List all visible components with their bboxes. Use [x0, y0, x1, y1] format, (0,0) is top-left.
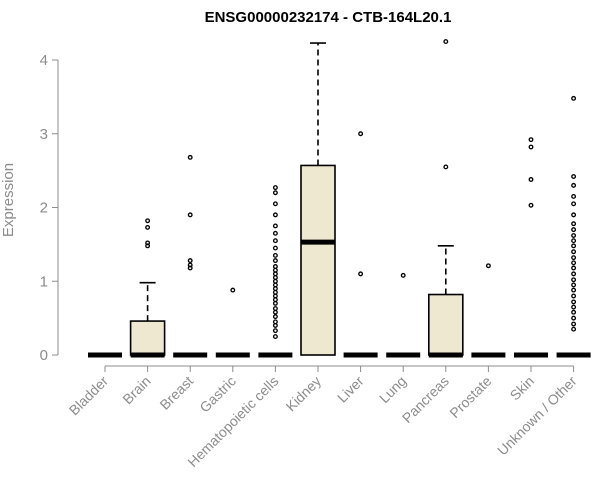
- box-body: [300, 164, 336, 356]
- outlier-point: [571, 277, 577, 283]
- outlier-point: [571, 260, 577, 266]
- y-tick-label: 2: [40, 200, 48, 217]
- box-gastric: [215, 287, 250, 358]
- outlier-point: [145, 240, 151, 246]
- outlier-point: [571, 238, 577, 244]
- outlier-point: [187, 154, 193, 160]
- outlier-point: [571, 326, 577, 332]
- outlier-point: [571, 212, 577, 218]
- outlier-point: [272, 238, 278, 244]
- x-tick-label: Liver: [334, 373, 367, 406]
- y-axis-label: Expression: [0, 163, 17, 237]
- outlier-point: [272, 319, 278, 325]
- outlier-point: [571, 271, 577, 277]
- outlier-point: [571, 304, 577, 310]
- outlier-point: [272, 212, 278, 218]
- y-axis: 0 1 2 3 4: [40, 52, 59, 364]
- chart-title: ENSG00000232174 - CTB-164L20.1: [205, 9, 452, 26]
- box-group: [88, 39, 591, 358]
- outlier-point: [272, 314, 278, 320]
- outlier-point: [571, 265, 577, 271]
- box-body: [129, 320, 166, 356]
- box-body: [427, 293, 464, 356]
- outlier-point: [485, 263, 491, 269]
- box-liver: [343, 131, 378, 358]
- outlier-point: [187, 262, 193, 268]
- outlier-point: [571, 221, 577, 227]
- outlier-point: [272, 223, 278, 229]
- outlier-point: [230, 287, 236, 293]
- box-kidney: [300, 42, 336, 356]
- outlier-point: [443, 39, 449, 45]
- x-tick-label: Lung: [376, 373, 409, 406]
- outlier-point: [272, 252, 278, 258]
- y-tick-label: 3: [40, 126, 48, 143]
- outlier-point: [571, 182, 577, 188]
- outlier-point: [528, 202, 534, 208]
- outlier-point: [272, 334, 278, 340]
- outlier-point: [571, 227, 577, 233]
- outlier-point: [443, 164, 449, 170]
- outlier-point: [272, 306, 278, 311]
- outlier-point: [145, 224, 151, 230]
- y-tick-label: 0: [40, 347, 48, 364]
- outlier-point: [272, 245, 278, 251]
- box-skin: [514, 137, 548, 358]
- outlier-point: [358, 131, 364, 137]
- outlier-point: [272, 230, 278, 236]
- outlier-point: [571, 193, 577, 199]
- outlier-point: [187, 258, 193, 264]
- outlier-point: [528, 137, 534, 143]
- outlier-point: [571, 95, 577, 101]
- box-breast: [173, 154, 208, 358]
- x-tick-label: Skin: [507, 373, 538, 404]
- box-pancreas: [427, 39, 464, 358]
- outlier-point: [358, 271, 364, 277]
- outlier-point: [571, 299, 577, 305]
- outlier-point: [571, 243, 577, 249]
- outlier-point: [571, 309, 577, 315]
- outlier-point: [272, 185, 278, 191]
- outlier-point: [571, 201, 577, 207]
- outlier-point: [528, 177, 534, 182]
- y-tick-label: 1: [40, 273, 48, 290]
- x-tick-label: Unknown / Other: [494, 373, 580, 459]
- y-tick-label: 4: [40, 52, 48, 69]
- outlier-point: [528, 144, 534, 150]
- outlier-point: [272, 190, 278, 196]
- outlier-point: [272, 264, 278, 269]
- outlier-point: [571, 282, 577, 288]
- outlier-point: [272, 258, 278, 264]
- box-unknown-other: [556, 95, 591, 358]
- outlier-point: [571, 321, 577, 327]
- box-brain: [129, 218, 166, 358]
- x-tick-label: Breast: [156, 373, 196, 413]
- outlier-point: [145, 218, 151, 224]
- x-tick-label: Pancreas: [399, 373, 452, 426]
- box-hematopoietic-cells: [258, 185, 293, 358]
- box-lung: [386, 272, 421, 358]
- outlier-point: [571, 174, 577, 179]
- x-tick-label: Brain: [119, 373, 153, 407]
- outlier-point: [571, 249, 577, 255]
- outlier-point: [571, 255, 577, 261]
- outlier-point: [272, 328, 278, 334]
- outlier-point: [571, 233, 577, 238]
- x-tick-label: Bladder: [66, 373, 112, 419]
- x-tick-label: Gastric: [196, 373, 239, 416]
- outlier-point: [571, 315, 577, 321]
- outlier-point: [571, 293, 577, 299]
- x-tick-label: Kidney: [283, 373, 325, 415]
- outlier-point: [400, 272, 406, 278]
- outlier-point: [571, 287, 577, 293]
- outlier-point: [187, 212, 193, 218]
- outlier-point: [272, 201, 278, 207]
- x-tick-label: Prostate: [446, 373, 494, 421]
- box-prostate: [471, 263, 506, 358]
